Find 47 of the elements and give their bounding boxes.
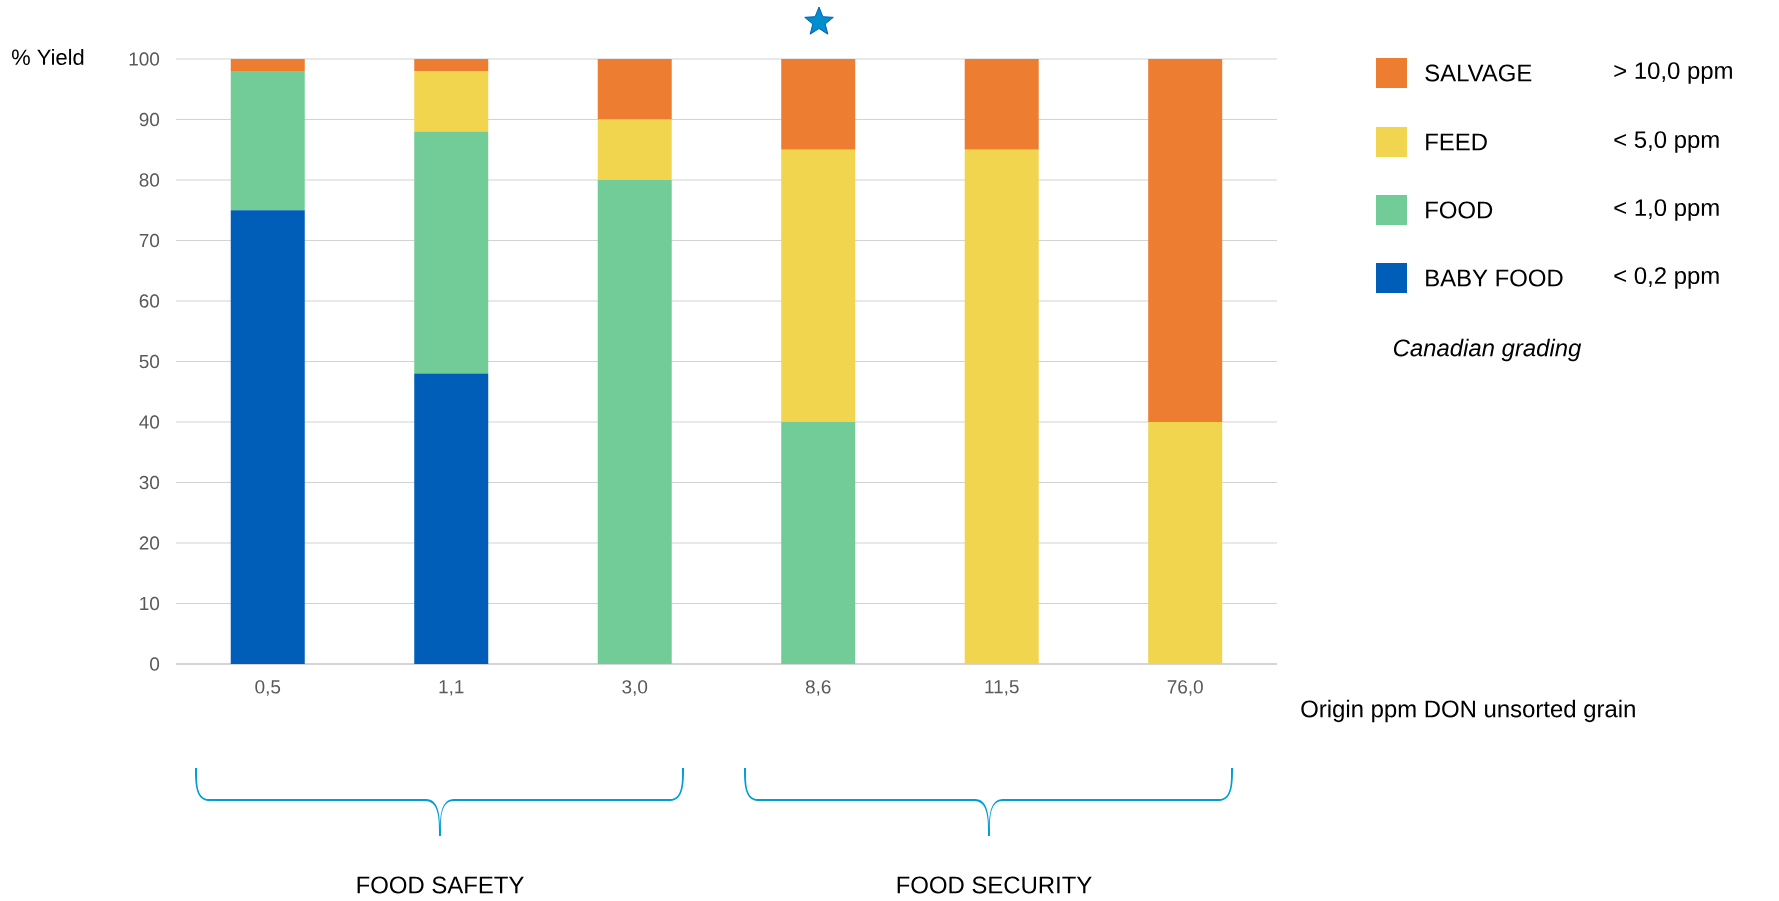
legend-label: SALVAGE — [1425, 64, 1532, 82]
y-tick-label: 90 — [139, 112, 160, 127]
y-tick-label: 100 — [129, 52, 160, 66]
x-tick-label: 11,5 — [985, 680, 1019, 696]
text: < 1,0 ppm — [1614, 199, 1719, 221]
y-tick-label: 80 — [139, 173, 160, 187]
bar — [597, 179, 672, 664]
text: > 10,0 ppm — [1614, 62, 1732, 84]
x-tick-label: 8,6 — [805, 680, 831, 696]
bar — [597, 119, 672, 180]
bar — [414, 373, 489, 664]
text: Canadian grading — [1393, 338, 1582, 362]
legend-label: FOOD — [1426, 201, 1493, 219]
bar — [414, 131, 489, 374]
bar — [781, 58, 856, 150]
y-tick-label: 10 — [140, 596, 160, 611]
bar — [414, 58, 489, 72]
bar — [414, 71, 489, 132]
x-tick-label: 76,0 — [1167, 680, 1203, 696]
y-tick-label: 60 — [139, 294, 160, 308]
bar — [964, 58, 1039, 150]
bar — [1148, 58, 1223, 422]
bar — [781, 421, 856, 664]
bar — [781, 149, 856, 422]
y-tick-label: 40 — [139, 415, 160, 429]
y-tick-label: 20 — [139, 536, 160, 550]
bar — [597, 58, 672, 120]
x-tick-label: 3,0 — [622, 680, 648, 696]
y-tick-label: 70 — [139, 233, 160, 248]
text: < 0,2 ppm — [1614, 267, 1719, 289]
bar — [230, 58, 305, 72]
legend-label: FEED — [1426, 133, 1487, 151]
bar — [1148, 421, 1223, 664]
x-tick-label: 0,5 — [255, 680, 281, 696]
text: < 5,0 ppm — [1614, 131, 1719, 153]
bar — [230, 210, 305, 664]
legend-label: BABY FOOD — [1426, 269, 1563, 287]
text: FOOD SECURITY — [897, 876, 1092, 894]
y-tick-label: 0 — [150, 657, 160, 671]
text: FOOD SAFETY — [357, 876, 524, 894]
x-tick-label: 1,1 — [439, 680, 464, 696]
y-tick-label: 30 — [139, 475, 160, 490]
x-axis-title: Origin ppm DON unsorted grain — [1301, 699, 1635, 723]
bar — [964, 149, 1039, 664]
y-tick-label: 50 — [139, 354, 160, 369]
y-axis-title: % Yield — [11, 48, 84, 66]
bar — [230, 71, 305, 211]
